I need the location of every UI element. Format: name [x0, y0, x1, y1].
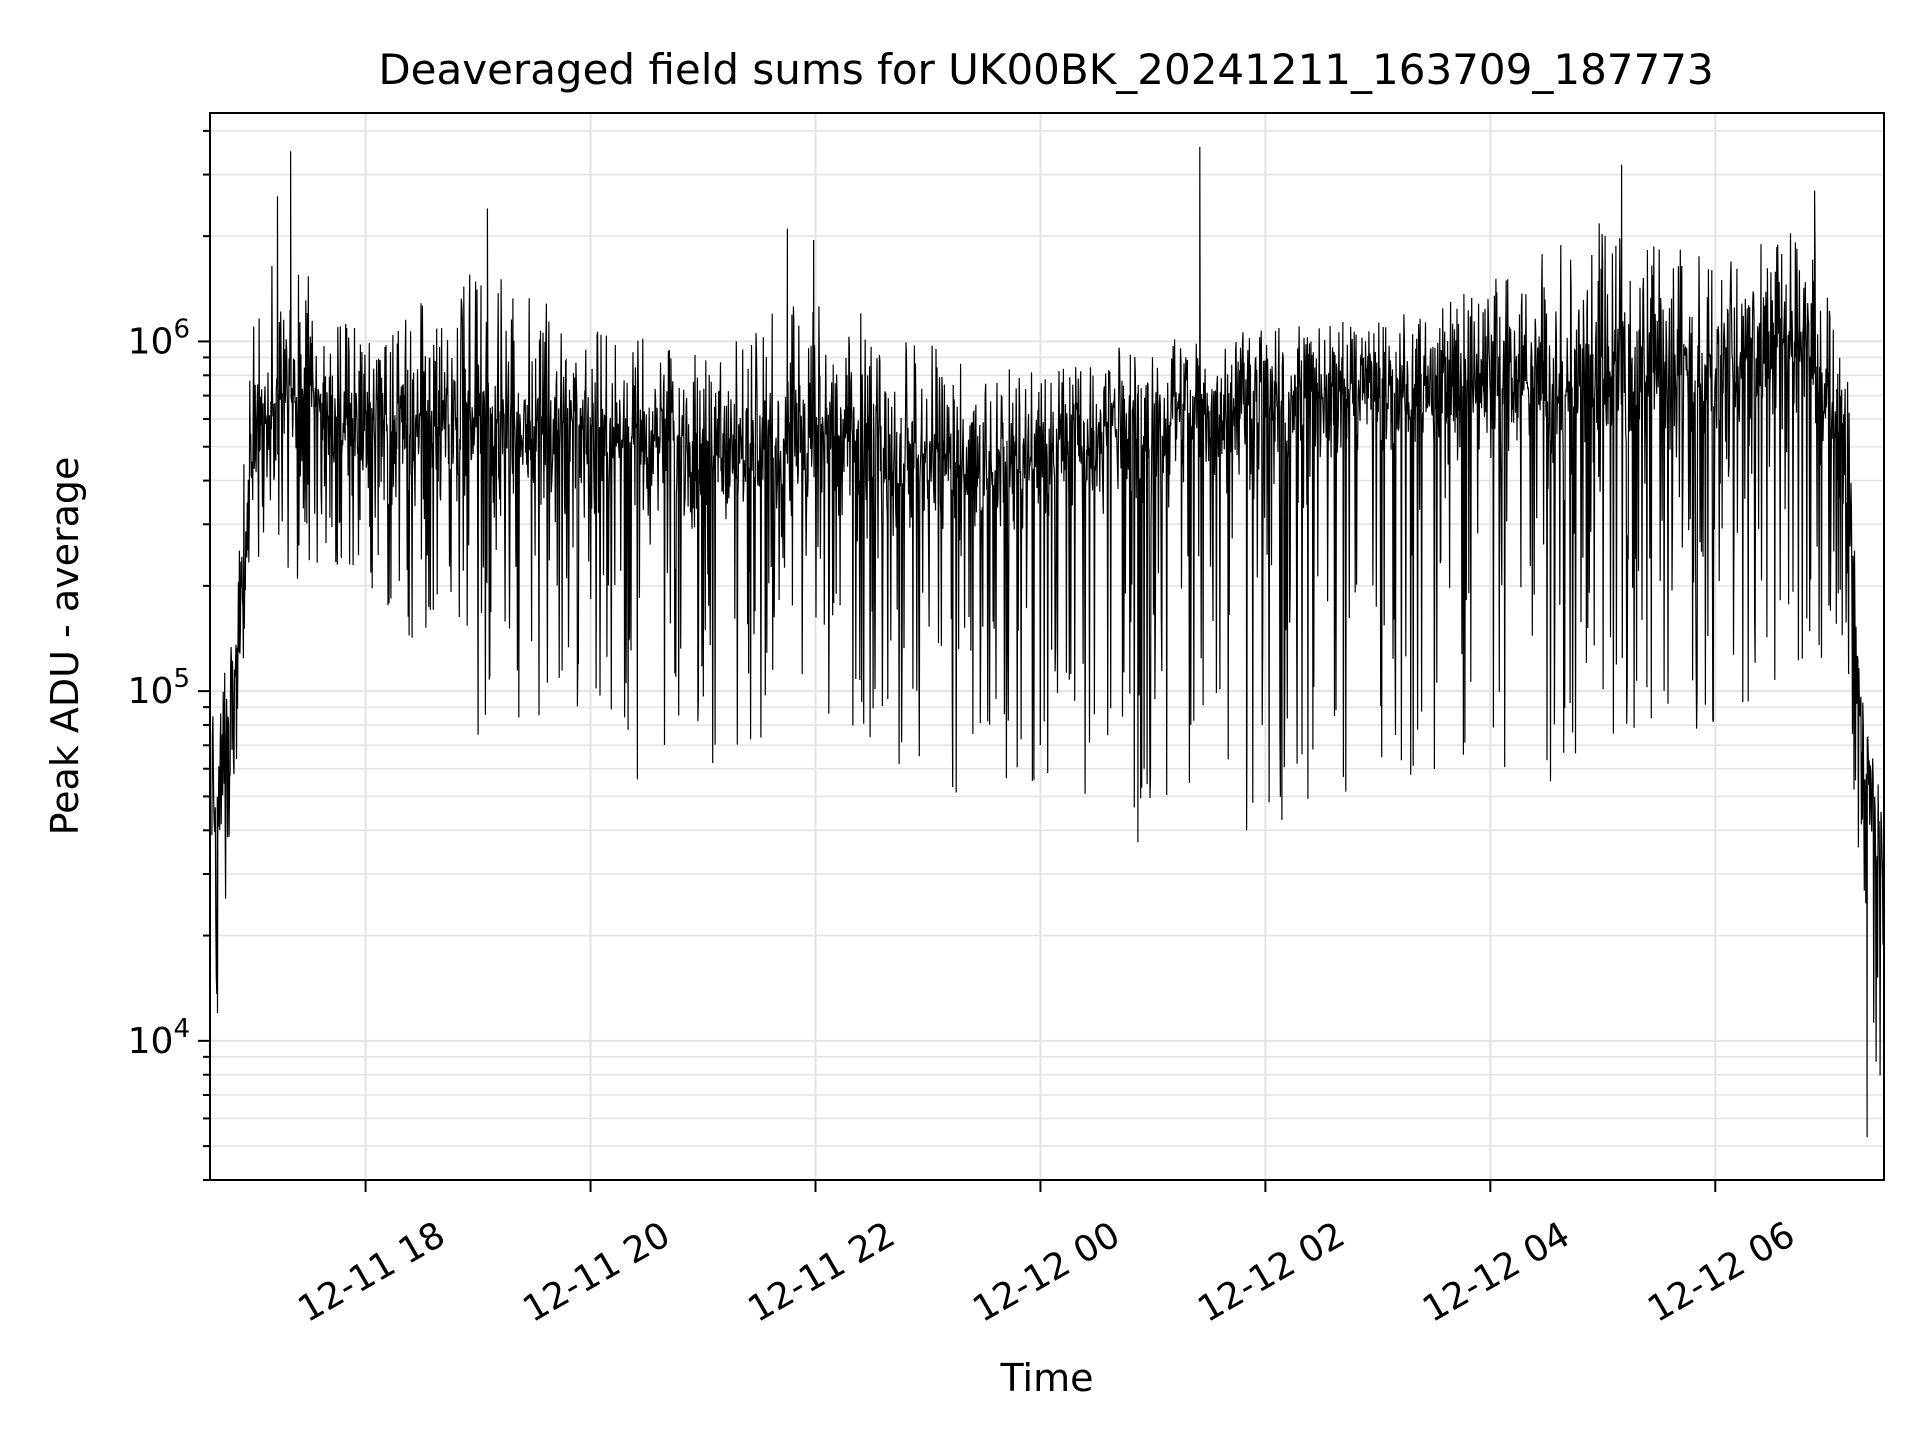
data-series-path [211, 146, 1885, 1138]
chart-title: Deaveraged field sums for UK00BK_2024121… [378, 45, 1713, 94]
plot-frame [209, 112, 1885, 1181]
y-tick-label: 105 [128, 664, 190, 712]
y-tick-label: 104 [128, 1014, 190, 1062]
y-tick-label: 106 [128, 314, 190, 362]
y-axis-label: Peak ADU - average [43, 457, 87, 836]
y-axis: 104 105 106 [128, 129, 210, 1181]
series-line [211, 146, 1885, 1138]
x-axis-label: Time [1000, 1356, 1094, 1400]
